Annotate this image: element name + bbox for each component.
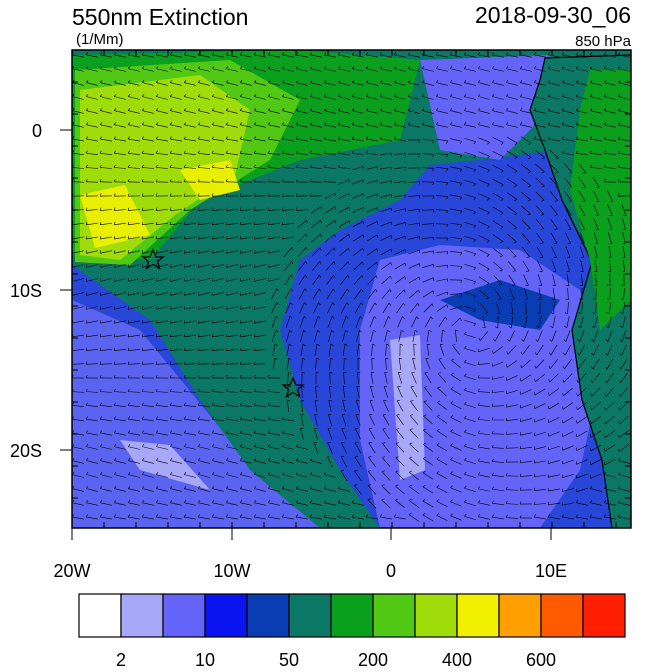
colorbar: 2 10 50 200 400 600 xyxy=(79,594,625,667)
colorbar-label: 400 xyxy=(442,650,472,667)
valid-time: 2018-09-30_06 xyxy=(475,2,631,28)
colorbar-box xyxy=(121,594,163,637)
colorbar-box xyxy=(541,594,583,637)
y-tick-label: 20S xyxy=(10,441,42,461)
y-tick-label: 10S xyxy=(10,281,42,301)
colorbar-box xyxy=(457,594,499,637)
colorbar-box xyxy=(373,594,415,637)
colorbar-box xyxy=(583,594,625,637)
x-tick-label: 10W xyxy=(213,561,250,581)
colorbar-label: 10 xyxy=(195,650,215,667)
colorbar-box xyxy=(415,594,457,637)
x-tick-label: 10E xyxy=(535,561,567,581)
units: (1/Mm) xyxy=(76,31,124,48)
x-tick-label: 20W xyxy=(53,561,90,581)
y-tick-label: 0 xyxy=(32,121,42,141)
colorbar-label: 600 xyxy=(526,650,556,667)
title: 550nm Extinction xyxy=(72,4,248,30)
colorbar-box xyxy=(289,594,331,637)
colorbar-label: 2 xyxy=(116,650,126,667)
map-field xyxy=(72,50,631,528)
colorbar-box xyxy=(79,594,121,637)
colorbar-box xyxy=(331,594,373,637)
colorbar-box xyxy=(499,594,541,637)
colorbar-label: 50 xyxy=(279,650,299,667)
colorbar-box xyxy=(205,594,247,637)
colorbar-label: 200 xyxy=(358,650,388,667)
level: 850 hPa xyxy=(575,33,632,50)
colorbar-box xyxy=(163,594,205,637)
x-tick-label: 0 xyxy=(386,561,396,581)
colorbar-box xyxy=(247,594,289,637)
